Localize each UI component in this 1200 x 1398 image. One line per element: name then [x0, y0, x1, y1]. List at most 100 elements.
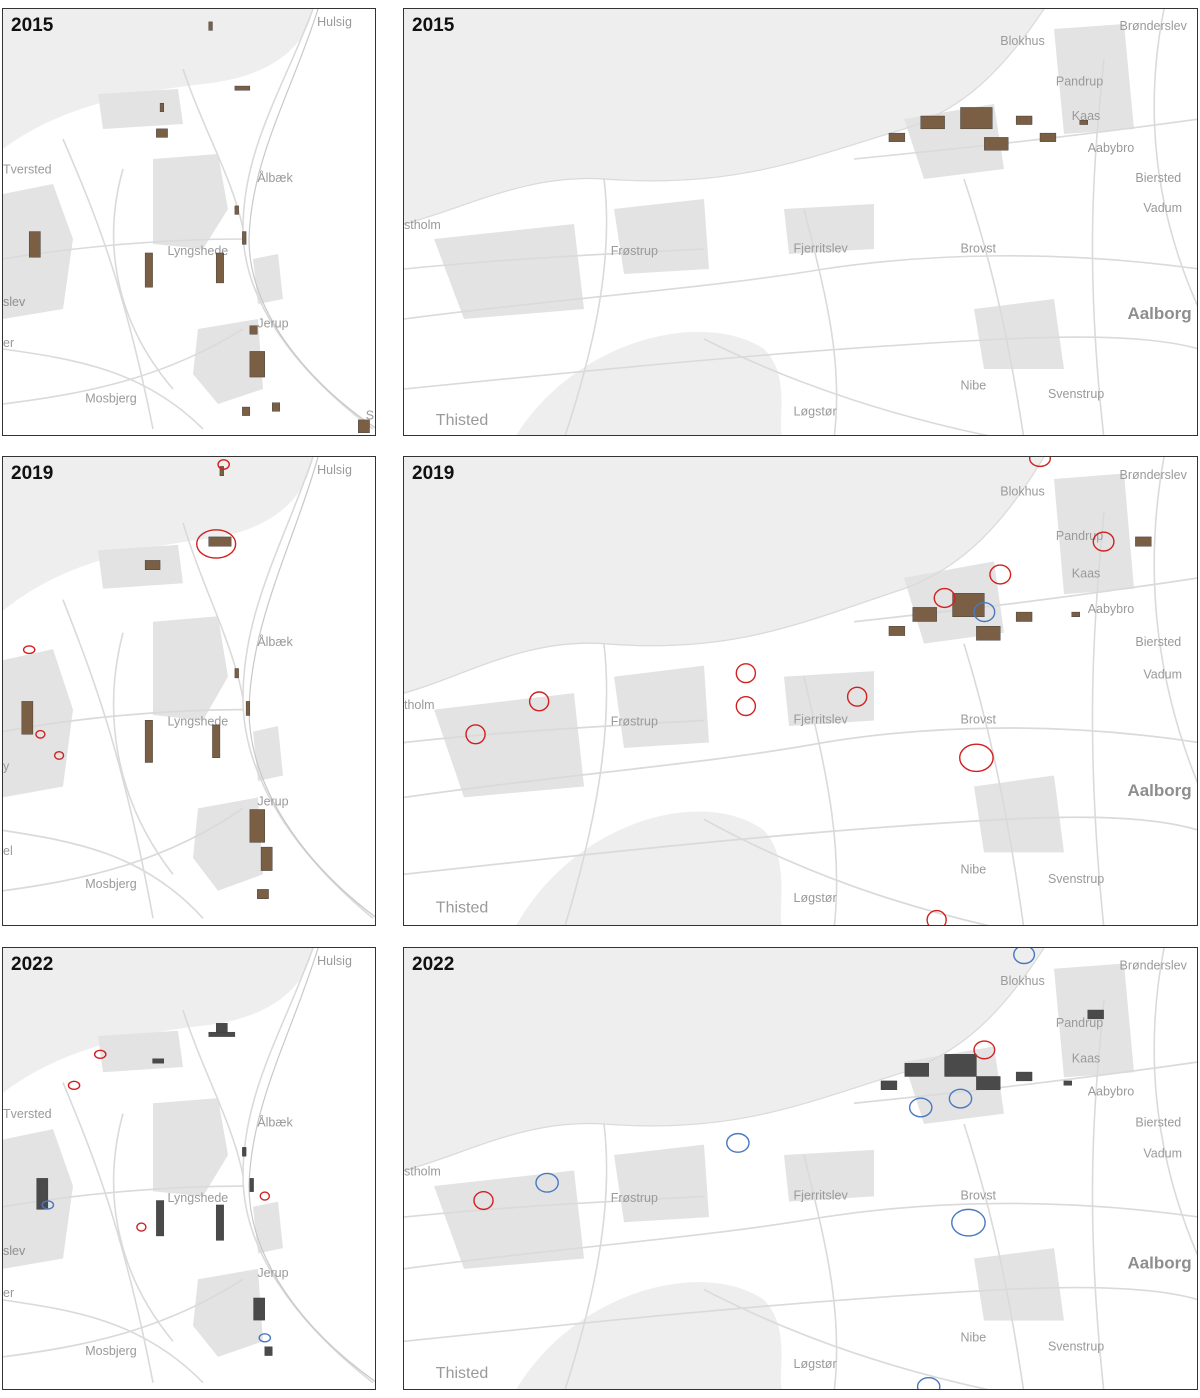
feature-patch: [920, 115, 945, 130]
feature-patch: [1015, 611, 1033, 622]
road-line: [1091, 58, 1105, 435]
forest-area: [98, 1030, 183, 1073]
new-feature-circle: [465, 724, 486, 745]
place-label: slev: [3, 295, 26, 309]
feature-patch: [249, 809, 265, 843]
forest-area: [614, 1144, 709, 1223]
feature-patch: [904, 1062, 929, 1077]
forest-area: [3, 649, 73, 798]
place-label: Løgstør: [794, 1357, 837, 1371]
new-feature-circle: [217, 459, 230, 470]
place-label: slev: [3, 1244, 26, 1258]
forest-area: [974, 775, 1064, 853]
place-label: Kaas: [1072, 567, 1101, 581]
road-line: [404, 727, 1197, 799]
sea-area: [3, 457, 313, 611]
map-panel-west-2015: Brønderslev Blokhus Pandrup Kaas Aabybro Bier…: [403, 8, 1198, 436]
road-line: [703, 1288, 989, 1389]
feature-patch: [21, 701, 34, 735]
place-label: Jerup: [257, 1266, 288, 1280]
map-panel-west-2022: Brønderslev Blokhus Pandrup Kaas Aabybro Bier…: [403, 947, 1198, 1390]
road-line: [404, 1202, 1197, 1270]
place-label: Biersted: [1135, 171, 1181, 185]
place-label: Brovst: [961, 1189, 997, 1203]
road-line: [963, 178, 1025, 435]
forest-area: [974, 299, 1064, 369]
place-label: Mosbjerg: [85, 877, 136, 891]
place-label: Fjerritslev: [794, 1189, 849, 1203]
place-label: Kaas: [1072, 109, 1101, 123]
map-panel-north-2022: Hulsig Ålbæk Tversted Lyngshede Jerup Mosbjer…: [2, 947, 376, 1390]
new-feature-circle: [1028, 457, 1052, 468]
place-label: Ålbæk: [257, 634, 293, 649]
fjord-area: [516, 811, 782, 925]
base-layer: [404, 948, 1197, 1389]
feature-patch: [358, 419, 370, 433]
coastline: [248, 948, 375, 1383]
feature-patch: [952, 593, 985, 618]
new-feature-circle: [67, 1080, 81, 1091]
base-layer: [404, 457, 1197, 925]
new-feature-circle: [989, 564, 1012, 585]
place-label: Frøstrup: [611, 244, 658, 258]
forest-area: [614, 199, 709, 274]
forest-area: [253, 1201, 283, 1254]
road-line: [3, 807, 244, 892]
feature-patch: [1071, 611, 1080, 618]
feature-patch: [234, 85, 251, 91]
feature-patch: [1063, 1080, 1072, 1086]
map-west-2015: Brønderslev Blokhus Pandrup Kaas Aabybro Bier…: [404, 9, 1197, 435]
road-line: [62, 138, 154, 430]
forest-area: [153, 154, 228, 249]
fjord-area: [516, 331, 782, 435]
feature-patch: [960, 107, 993, 130]
forest-area: [1054, 963, 1134, 1078]
new-feature-circle: [973, 1040, 996, 1060]
road-line: [963, 1123, 1025, 1389]
removed-feature-circle: [1013, 948, 1036, 965]
feature-patch: [212, 724, 221, 758]
place-label: Nibe: [961, 863, 987, 877]
new-feature-circle: [259, 1191, 270, 1201]
fjord-area: [516, 1282, 782, 1389]
removed-feature-circle: [951, 1208, 986, 1237]
removed-feature-circle: [916, 1377, 941, 1389]
feature-patch: [245, 701, 251, 716]
feature-patch: [1015, 115, 1033, 125]
feature-patch: [1087, 1009, 1104, 1020]
feature-patch: [976, 625, 1001, 641]
feature-patch: [249, 1178, 254, 1192]
removed-feature-circle: [973, 602, 996, 623]
road-line: [112, 632, 174, 875]
new-feature-circle: [22, 645, 36, 655]
place-label: Aalborg: [1127, 304, 1191, 323]
place-label: stholm: [404, 1164, 441, 1178]
feature-patch: [944, 1054, 977, 1077]
place-label: Brovst: [961, 712, 997, 726]
place-label: stholm: [404, 218, 441, 232]
road-line: [963, 643, 1025, 925]
forest-area: [193, 319, 263, 404]
feature-patch: [215, 1204, 224, 1241]
forest-area: [153, 1098, 228, 1197]
place-label: Pandrup: [1056, 529, 1103, 543]
road-line: [803, 676, 838, 925]
road-line: [62, 599, 154, 919]
feature-patch: [253, 1297, 266, 1321]
place-label: Ålbæk: [257, 1115, 293, 1130]
forest-area: [253, 726, 283, 781]
place-label: Aabybro: [1088, 1085, 1135, 1099]
road-line: [3, 348, 204, 430]
place-label: er: [3, 1286, 14, 1300]
new-feature-circle: [926, 909, 947, 925]
forest-area: [193, 1268, 263, 1357]
place-label: Biersted: [1135, 1116, 1181, 1130]
road-line: [3, 1185, 244, 1208]
removed-feature-circle: [535, 1172, 559, 1193]
feature-patch: [234, 205, 239, 215]
feature-patch: [234, 668, 239, 679]
forest-area: [974, 1248, 1064, 1321]
feature-patch: [242, 406, 251, 416]
road-line: [404, 1286, 1197, 1343]
feature-patch: [257, 889, 269, 899]
